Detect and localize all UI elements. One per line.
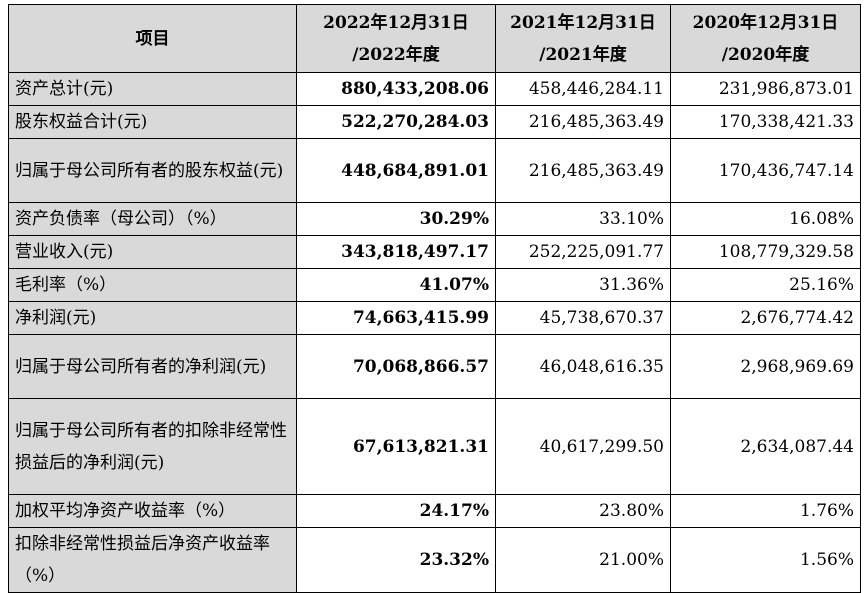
value-2022: 522,270,284.03 (296, 105, 496, 139)
row-label: 毛利率（%） (8, 268, 297, 302)
row-label: 股东权益合计(元) (8, 105, 297, 139)
header-2021-year: /2021年度 (539, 44, 627, 65)
value-2020: 170,436,747.14 (670, 138, 861, 203)
table-row: 归属于母公司所有者的扣除非经常性损益后的净利润(元) 67,613,821.31… (8, 398, 861, 495)
value-2022: 74,663,415.99 (296, 301, 496, 335)
value-2022: 30.29% (296, 202, 496, 236)
value-2020: 1.76% (670, 494, 861, 528)
row-label: 归属于母公司所有者的扣除非经常性损益后的净利润(元) (8, 398, 297, 495)
value-2020: 108,779,329.58 (670, 235, 861, 269)
header-2022: 2022年12月31日 /2022年度 (296, 4, 496, 73)
value-2022: 343,818,497.17 (296, 235, 496, 269)
value-2022: 24.17% (296, 494, 496, 528)
row-label: 净利润(元) (8, 301, 297, 335)
header-item: 项目 (8, 4, 297, 73)
table-row: 加权平均净资产收益率（%） 24.17% 23.80% 1.76% (8, 494, 861, 528)
value-2022: 41.07% (296, 268, 496, 302)
value-2021: 458,446,284.11 (495, 72, 671, 106)
table-row: 扣除非经常性损益后净资产收益率（%） 23.32% 21.00% 1.56% (8, 527, 861, 593)
value-2021: 252,225,091.77 (495, 235, 671, 269)
row-label: 资产负债率（母公司）（%） (8, 202, 297, 236)
value-2021: 33.10% (495, 202, 671, 236)
value-2020: 25.16% (670, 268, 861, 302)
value-2020: 2,634,087.44 (670, 398, 861, 495)
value-2022: 70,068,866.57 (296, 334, 496, 399)
row-label: 营业收入(元) (8, 235, 297, 269)
header-2020-date: 2020年12月31日 (692, 12, 839, 33)
value-2021: 40,617,299.50 (495, 398, 671, 495)
value-2020: 2,676,774.42 (670, 301, 861, 335)
header-2020: 2020年12月31日 /2020年度 (670, 4, 861, 73)
header-2022-year: /2022年度 (352, 44, 440, 65)
value-2022: 448,684,891.01 (296, 138, 496, 203)
value-2020: 16.08% (670, 202, 861, 236)
table-row: 营业收入(元) 343,818,497.17 252,225,091.77 10… (8, 235, 861, 269)
value-2020: 231,986,873.01 (670, 72, 861, 106)
row-label: 扣除非经常性损益后净资产收益率（%） (8, 527, 297, 593)
table-row: 净利润(元) 74,663,415.99 45,738,670.37 2,676… (8, 301, 861, 335)
value-2022: 67,613,821.31 (296, 398, 496, 495)
header-2022-date: 2022年12月31日 (323, 12, 469, 33)
table-row: 归属于母公司所有者的净利润(元) 70,068,866.57 46,048,61… (8, 334, 861, 399)
table-row: 股东权益合计(元) 522,270,284.03 216,485,363.49 … (8, 105, 861, 139)
table-row: 资产总计(元) 880,433,208.06 458,446,284.11 23… (8, 72, 861, 106)
value-2022: 880,433,208.06 (296, 72, 496, 106)
row-label: 资产总计(元) (8, 72, 297, 106)
row-label: 归属于母公司所有者的净利润(元) (8, 334, 297, 399)
header-2021-date: 2021年12月31日 (510, 12, 656, 33)
value-2021: 216,485,363.49 (495, 138, 671, 203)
table-row: 资产负债率（母公司）（%） 30.29% 33.10% 16.08% (8, 202, 861, 236)
table-row: 毛利率（%） 41.07% 31.36% 25.16% (8, 268, 861, 302)
row-label: 加权平均净资产收益率（%） (8, 494, 297, 528)
value-2020: 2,968,969.69 (670, 334, 861, 399)
value-2021: 21.00% (495, 527, 671, 593)
value-2021: 45,738,670.37 (495, 301, 671, 335)
row-label: 归属于母公司所有者的股东权益(元) (8, 138, 297, 203)
value-2021: 46,048,616.35 (495, 334, 671, 399)
value-2021: 23.80% (495, 494, 671, 528)
financial-data-table: 项目 2022年12月31日 /2022年度 2021年12月31日 /2021… (8, 4, 861, 593)
value-2021: 31.36% (495, 268, 671, 302)
header-row: 项目 2022年12月31日 /2022年度 2021年12月31日 /2021… (8, 4, 861, 73)
value-2020: 1.56% (670, 527, 861, 593)
value-2021: 216,485,363.49 (495, 105, 671, 139)
header-2020-year: /2020年度 (721, 44, 810, 65)
value-2022: 23.32% (296, 527, 496, 593)
header-2021: 2021年12月31日 /2021年度 (495, 4, 671, 73)
table-row: 归属于母公司所有者的股东权益(元) 448,684,891.01 216,485… (8, 138, 861, 203)
value-2020: 170,338,421.33 (670, 105, 861, 139)
